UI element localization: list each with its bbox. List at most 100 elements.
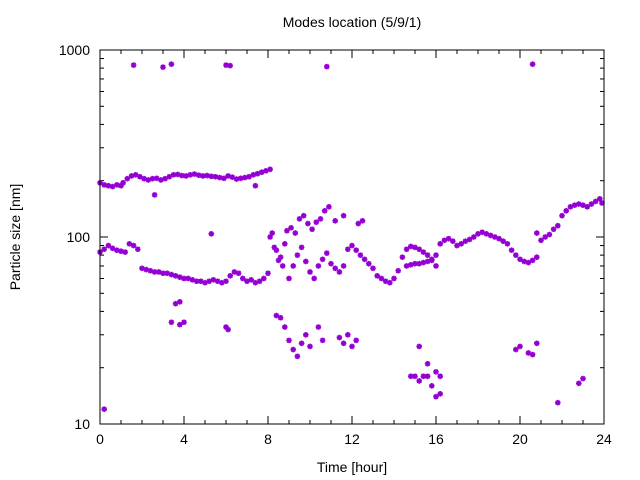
data-point — [504, 240, 511, 247]
data-point — [172, 273, 179, 279]
data-point — [151, 269, 158, 275]
data-point — [332, 265, 338, 272]
data-point — [475, 231, 481, 237]
data-point — [305, 220, 311, 227]
data-point — [563, 208, 569, 214]
data-point — [399, 254, 406, 260]
data-point — [122, 249, 128, 255]
data-point — [277, 254, 284, 260]
x-tick-label: 16 — [428, 431, 444, 447]
data-point — [271, 244, 278, 251]
data-point — [311, 275, 317, 282]
data-point — [101, 406, 107, 412]
data-point — [309, 226, 315, 233]
data-point — [128, 173, 135, 179]
data-point — [525, 259, 532, 266]
data-point — [357, 252, 364, 258]
data-point — [370, 265, 376, 272]
data-point — [168, 61, 175, 67]
data-point — [416, 246, 422, 253]
data-point — [208, 173, 215, 180]
data-point — [546, 231, 553, 238]
data-point — [458, 240, 464, 247]
data-point — [156, 269, 162, 275]
data-point — [294, 252, 301, 258]
data-point — [151, 192, 158, 198]
data-point — [382, 278, 389, 285]
data-point — [521, 258, 527, 265]
data-point — [242, 174, 248, 181]
data-point — [296, 216, 303, 222]
data-point — [172, 300, 179, 307]
data-point — [221, 175, 227, 182]
data-point — [254, 170, 261, 177]
data-point — [424, 360, 431, 367]
data-point — [286, 337, 292, 344]
data-point — [328, 260, 334, 267]
data-point — [204, 172, 210, 179]
data-point — [263, 167, 269, 174]
data-point — [483, 231, 490, 237]
data-point — [340, 212, 347, 219]
data-point — [416, 260, 422, 267]
data-point — [355, 220, 362, 227]
data-point — [529, 351, 536, 358]
data-point — [292, 230, 299, 236]
data-point — [492, 234, 498, 240]
data-point — [223, 62, 229, 68]
data-point — [244, 278, 250, 285]
data-point — [105, 242, 112, 249]
data-point — [202, 279, 208, 286]
data-point — [109, 183, 116, 190]
data-point — [118, 248, 124, 254]
data-point — [588, 201, 595, 207]
data-point — [252, 182, 259, 189]
data-point — [580, 202, 586, 208]
data-point — [471, 234, 477, 240]
data-point — [332, 218, 338, 224]
data-point — [240, 275, 246, 282]
data-point — [420, 259, 427, 266]
data-point — [395, 267, 401, 274]
data-point — [187, 172, 194, 178]
data-point — [580, 375, 586, 382]
data-point — [216, 174, 223, 181]
data-point — [191, 171, 198, 177]
data-point — [179, 172, 185, 179]
chart-title: Modes location (5/9/1) — [283, 14, 422, 30]
data-point — [114, 247, 120, 253]
data-point — [387, 279, 393, 286]
data-point — [124, 175, 131, 182]
data-point — [298, 340, 305, 347]
data-point — [219, 279, 225, 286]
data-point — [229, 174, 236, 180]
data-point — [424, 252, 431, 258]
data-point — [307, 343, 313, 350]
data-point — [576, 380, 582, 387]
x-axis-label: Time [hour] — [317, 459, 387, 475]
data-point — [273, 247, 280, 253]
data-point — [408, 243, 414, 250]
data-point — [183, 173, 189, 179]
data-point — [126, 240, 133, 247]
data-point — [177, 299, 183, 305]
data-point — [437, 373, 443, 380]
data-point — [181, 319, 187, 326]
data-point — [223, 324, 229, 330]
y-tick-label: 1000 — [59, 42, 90, 58]
data-point — [454, 242, 460, 249]
data-point — [290, 263, 296, 269]
data-point — [336, 334, 343, 341]
data-point — [166, 173, 173, 180]
data-point — [168, 319, 175, 326]
data-point — [403, 263, 410, 269]
data-point — [212, 173, 219, 180]
data-point — [277, 314, 284, 321]
x-tick-label: 12 — [344, 431, 360, 447]
data-point — [408, 262, 414, 268]
data-point — [118, 182, 124, 189]
data-point — [231, 269, 238, 275]
y-tick-label: 10 — [74, 416, 90, 432]
data-point — [210, 277, 217, 283]
